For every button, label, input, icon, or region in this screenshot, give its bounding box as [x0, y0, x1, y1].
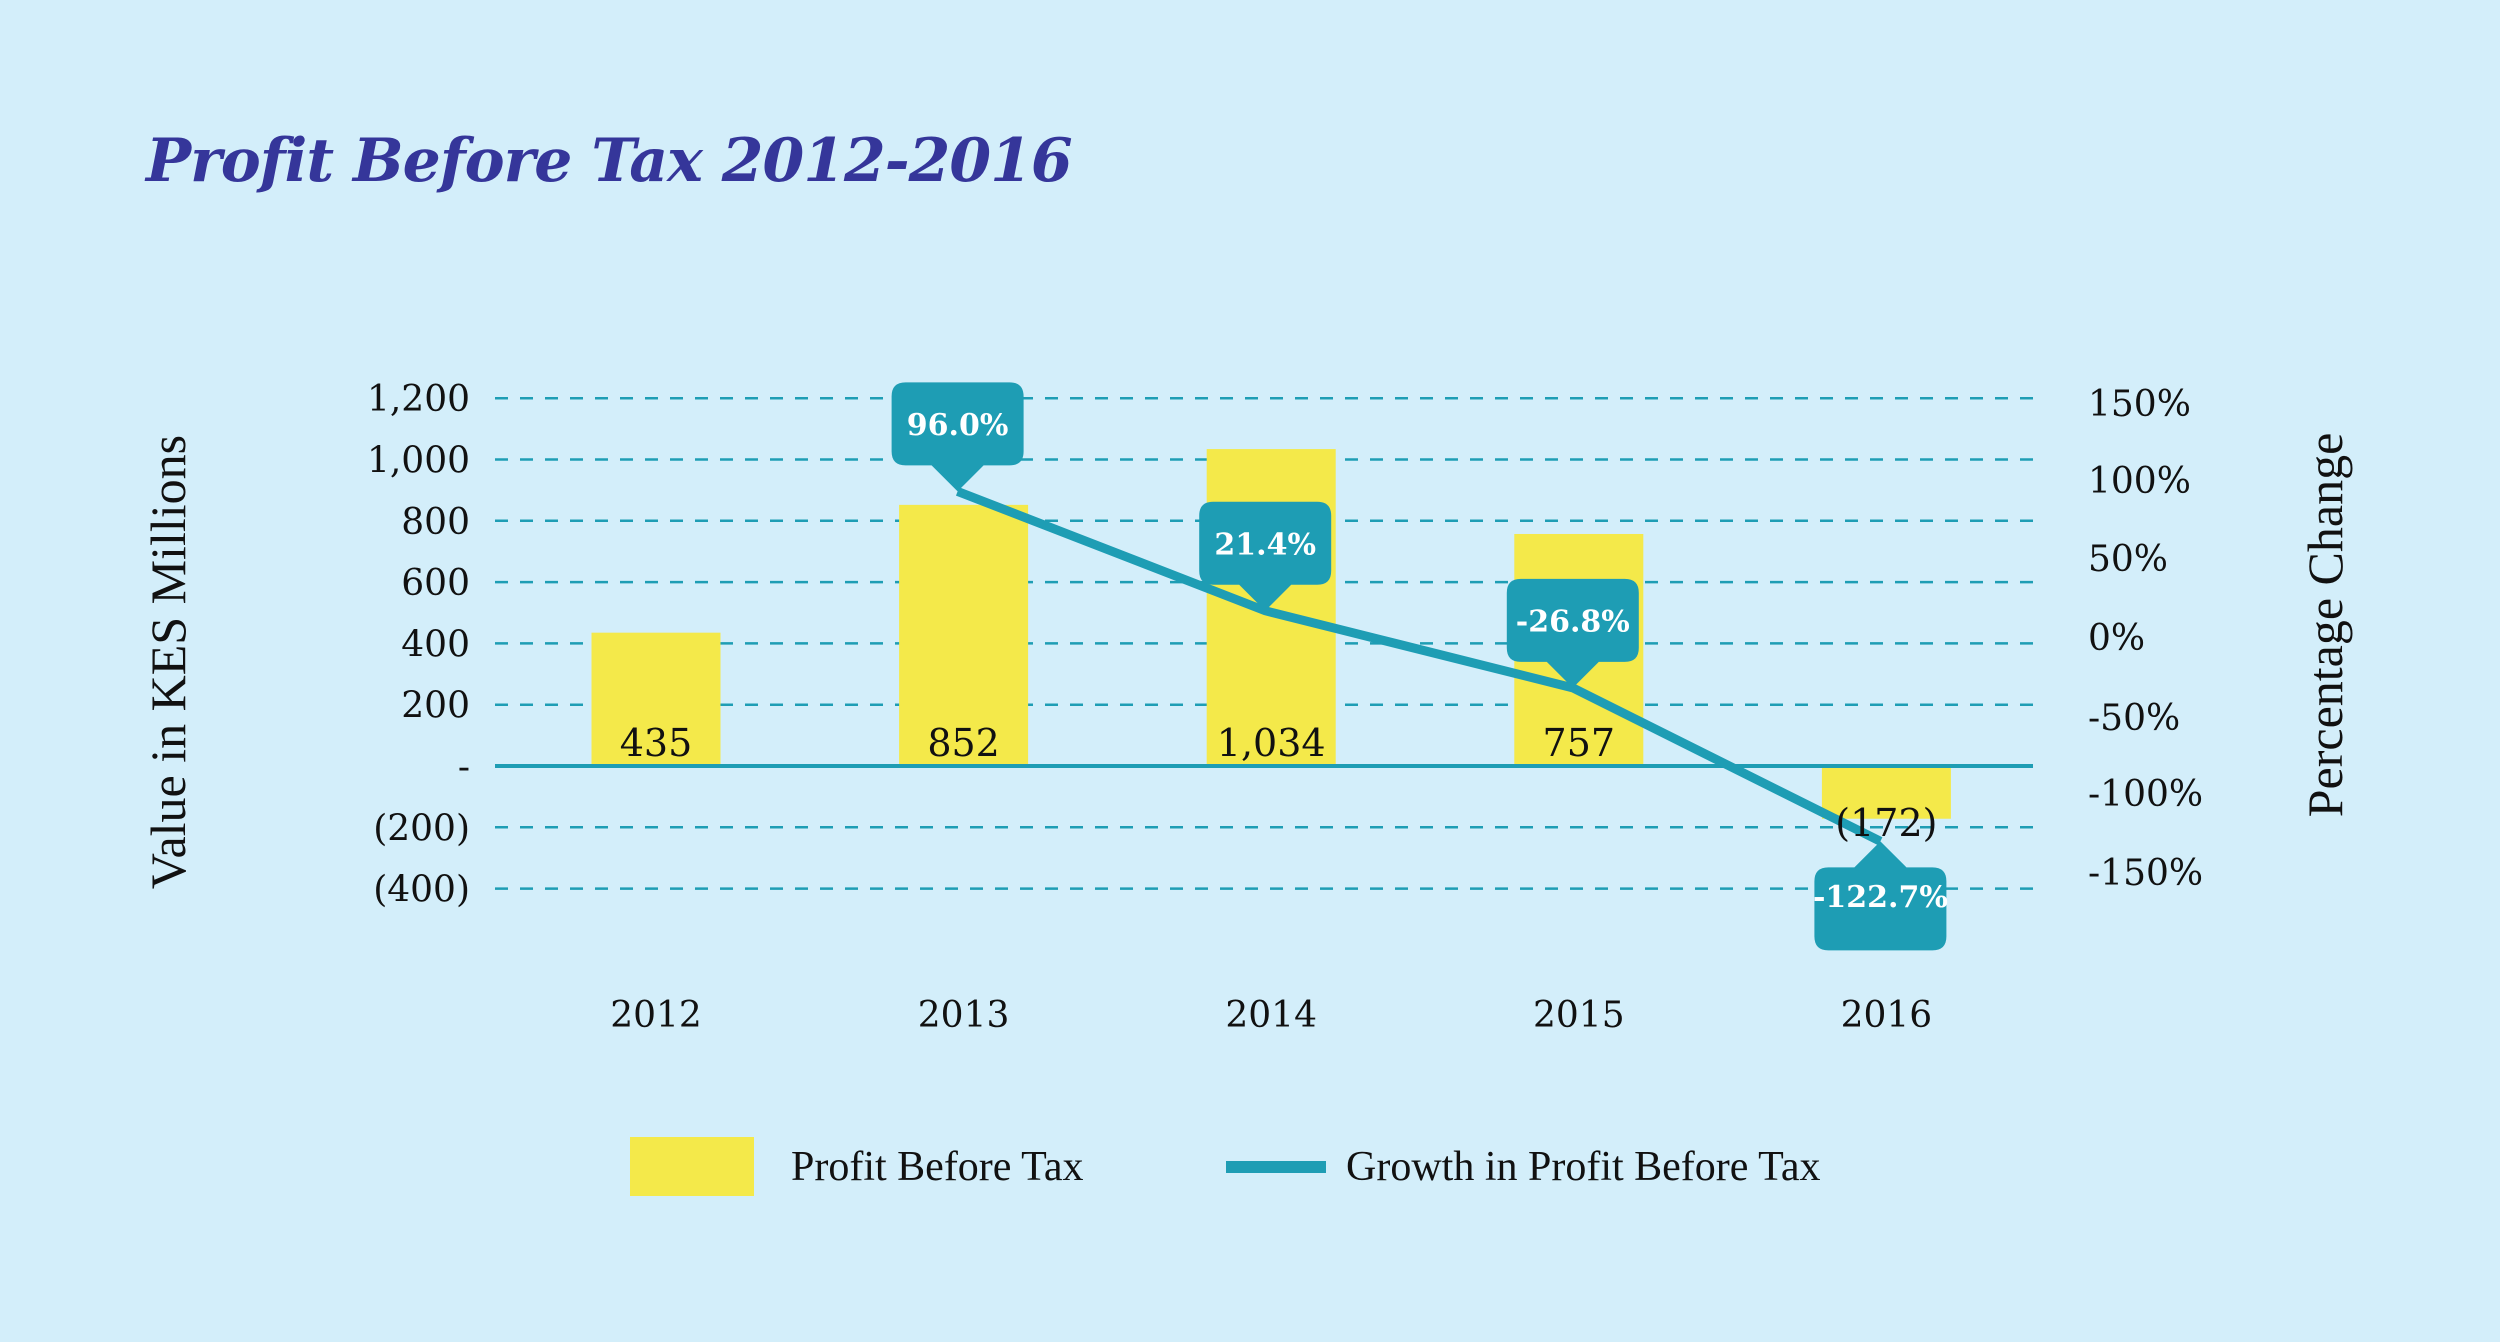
x-axis-ticks: 2012 2013 2014 2015 2016	[610, 995, 1932, 1036]
bar-value-label: 757	[1543, 721, 1616, 765]
bar	[899, 504, 1029, 766]
callout-bubble	[891, 382, 1024, 492]
x-tick-label: 2016	[1841, 995, 1933, 1036]
growth-callout: -26.8%	[1506, 578, 1639, 688]
bar-value-label: 852	[927, 721, 1000, 765]
y-tick-label: 800	[401, 502, 470, 543]
growth-callouts: 96.0% 21.4% -26.8% -122.7%	[891, 382, 1948, 951]
x-tick-label: 2012	[610, 995, 702, 1036]
legend-item-profit-before-tax: Profit Before Tax	[630, 1137, 1084, 1196]
right-axis-title: Percentage Change	[2297, 433, 2353, 818]
bar-value-label: 1,034	[1217, 721, 1326, 765]
y-tick-label: -	[458, 747, 470, 788]
y-tick-label: (400)	[373, 870, 470, 911]
bar	[1206, 449, 1336, 766]
growth-callout: 96.0%	[891, 382, 1024, 492]
gridlines	[495, 396, 2033, 890]
y2-tick-label: 50%	[2088, 539, 2168, 580]
y-tick-label: (200)	[373, 808, 470, 849]
x-tick-label: 2015	[1533, 995, 1625, 1036]
y2-tick-label: -100%	[2088, 774, 2203, 815]
y-tick-label: 200	[401, 686, 470, 727]
y2-tick-label: -150%	[2088, 853, 2203, 894]
chart-title: Profit Before Tax 2012-2016	[146, 126, 1073, 196]
growth-callout: -122.7%	[1813, 841, 1948, 951]
growth-line	[955, 487, 1883, 846]
bar	[1821, 766, 1951, 819]
legend-item-growth: Growth in Profit Before Tax	[1226, 1144, 1821, 1190]
y2-tick-label: -50%	[2088, 698, 2180, 739]
y2-tick-label: 150%	[2088, 384, 2191, 425]
bar-data-labels: 435 852 1,034 757 (172)	[620, 721, 1938, 845]
left-axis-title: Value in KES Millions	[140, 435, 196, 889]
y-tick-label: 600	[401, 563, 470, 604]
legend-label-growth: Growth in Profit Before Tax	[1346, 1144, 1821, 1190]
bar	[591, 632, 721, 766]
callout-label: 96.0%	[907, 408, 1009, 443]
legend: Profit Before Tax Growth in Profit Befor…	[630, 1137, 1821, 1196]
callout-label: -26.8%	[1516, 604, 1630, 639]
bar-value-label: 435	[620, 721, 693, 765]
x-tick-label: 2014	[1225, 995, 1317, 1036]
y2-tick-label: 100%	[2088, 461, 2191, 502]
x-tick-label: 2013	[918, 995, 1010, 1036]
callout-label: -122.7%	[1813, 880, 1948, 915]
right-axis-ticks: 150% 100% 50% 0% -50% -100% -150%	[2088, 384, 2203, 894]
bar-value-label: (172)	[1835, 801, 1937, 845]
callout-bubble	[1814, 841, 1947, 951]
y-tick-label: 400	[401, 624, 470, 665]
line-series	[955, 487, 1883, 846]
legend-label-profit: Profit Before Tax	[791, 1144, 1084, 1190]
y2-tick-label: 0%	[2088, 618, 2145, 659]
growth-callout: 21.4%	[1199, 501, 1332, 611]
left-axis-ticks: 1,200 1,000 800 600 400 200 - (200) (400)	[367, 379, 470, 910]
y-tick-label: 1,000	[367, 441, 470, 482]
callout-label: 21.4%	[1214, 527, 1316, 562]
legend-bar-swatch-icon	[630, 1137, 754, 1196]
callout-bubble	[1199, 501, 1332, 611]
y-tick-label: 1,200	[367, 379, 470, 420]
callout-bubble	[1506, 578, 1639, 688]
legend-line-swatch-icon	[1226, 1161, 1326, 1173]
